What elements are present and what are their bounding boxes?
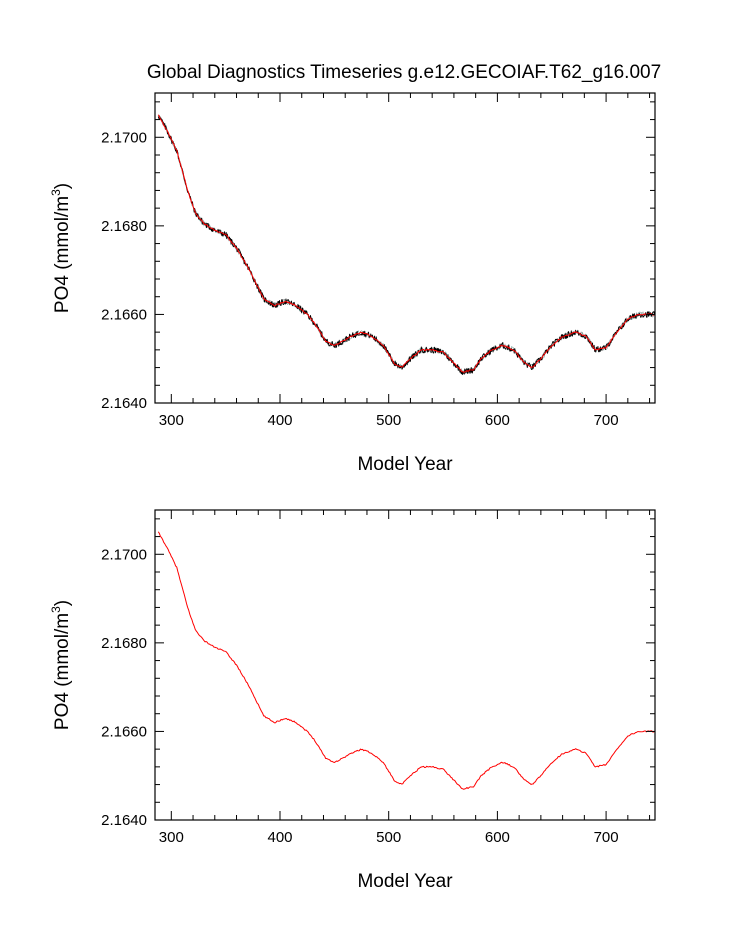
bottom-ticks	[155, 510, 655, 821]
bottom-y-axis-label-sup: 3	[49, 606, 63, 613]
bottom-y-tick-label: 2.1700	[101, 546, 147, 563]
top-series-noisy-line	[157, 116, 656, 376]
bottom-x-tick-label: 700	[594, 829, 619, 846]
bottom-series-smooth-line	[157, 531, 656, 790]
top-x-tick-label: 500	[376, 412, 401, 429]
bottom-y-axis-label: PO4 (mmol/m3)	[49, 600, 73, 730]
top-y-tick-label: 2.1640	[101, 395, 147, 412]
bottom-tick-labels: 300 400 500 600 700 2.1640 2.1660 2.1680 2.1700	[101, 546, 618, 846]
top-y-tick-label: 2.1700	[101, 129, 147, 146]
bottom-y-tick-label: 2.1680	[101, 635, 147, 652]
bottom-x-tick-label: 300	[159, 829, 184, 846]
top-x-tick-label: 700	[594, 412, 619, 429]
top-x-tick-label: 400	[267, 412, 292, 429]
top-y-axis-label-sup: 3	[49, 189, 63, 196]
top-series-smooth-line	[157, 114, 656, 373]
bottom-plot-frame	[154, 509, 656, 821]
top-y-tick-label: 2.1680	[101, 218, 147, 235]
top-x-tick-label: 300	[159, 412, 184, 429]
top-y-axis-label: PO4 (mmol/m3)	[49, 183, 73, 313]
figure-title: Global Diagnostics Timeseries g.e12.GECO…	[147, 62, 661, 83]
bottom-x-tick-label: 500	[376, 829, 401, 846]
top-y-axis-label-main: PO4 (mmol/m	[52, 196, 73, 313]
top-tick-labels: 300 400 500 600 700 2.1640 2.1660 2.1680 2.1700	[101, 129, 618, 429]
bottom-y-axis-label-close: )	[52, 600, 73, 606]
bottom-series-layer	[157, 531, 656, 790]
bottom-x-tick-label: 400	[267, 829, 292, 846]
top-y-axis-label-close: )	[52, 183, 73, 189]
top-plot-frame	[154, 92, 656, 404]
bottom-chart-panel: 300 400 500 600 7002.16402.16602.16802.1700 …	[49, 509, 656, 892]
top-series-layer	[157, 114, 656, 376]
bottom-y-axis-label-main: PO4 (mmol/m	[52, 613, 73, 730]
top-y-tick-label: 2.1660	[101, 306, 147, 323]
top-x-tick-label: 600	[485, 412, 510, 429]
bottom-x-axis-label: Model Year	[357, 871, 453, 892]
bottom-x-tick-label: 600	[485, 829, 510, 846]
bottom-y-tick-label: 2.1640	[101, 812, 147, 829]
bottom-y-tick-label: 2.1660	[101, 723, 147, 740]
top-chart-panel: 300 400 500 600 7002.16402.16602.16802.1700 …	[49, 92, 656, 475]
top-x-axis-label: Model Year	[357, 454, 453, 475]
top-ticks	[155, 93, 655, 404]
